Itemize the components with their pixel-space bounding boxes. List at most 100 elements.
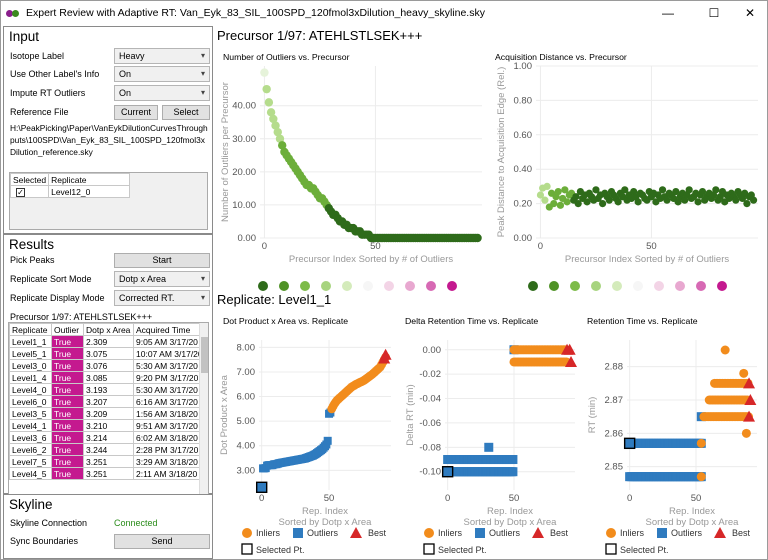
pick-peaks-label: Pick Peaks xyxy=(10,255,55,265)
data-point xyxy=(694,198,702,206)
sort-mode-select[interactable]: Dotp x Area ▾ xyxy=(114,271,210,287)
x-axis-label: Sorted by Dotp x Area xyxy=(279,517,373,528)
delta-rt-chart[interactable]: -0.10 -0.08 -0.06 -0.04 -0.02 0.00 0 50 Delta RT… xyxy=(397,326,581,558)
display-mode-select[interactable]: Corrected RT. ▾ xyxy=(114,290,210,306)
inlier-point xyxy=(741,428,751,438)
left-panel: Input Isotope Label Heavy ▾ Use Other Lab… xyxy=(3,26,213,559)
color-scale-swatch xyxy=(570,281,580,291)
table-row[interactable]: Level6_0 True 3.207 6:16 AM 3/17/20 xyxy=(9,395,202,408)
best-point xyxy=(744,394,757,405)
chevron-down-icon: ▾ xyxy=(200,51,205,60)
column-header-outlier[interactable]: Outlier xyxy=(51,323,84,336)
table-row[interactable]: Level3_0 True 3.076 5:30 AM 3/17/20 xyxy=(9,359,202,372)
x-tick-label: 0 xyxy=(259,493,264,504)
replicate-cell: Level3_0 xyxy=(9,359,52,372)
table-row[interactable]: Level4_5 True 3.251 2:11 AM 3/18/20 xyxy=(9,467,202,480)
inlier-point xyxy=(696,438,706,448)
best-point xyxy=(565,355,578,367)
selected-checkbox[interactable]: ✓ xyxy=(9,185,50,198)
y-tick-label: 8.00 xyxy=(237,342,256,353)
y-tick-label: -0.04 xyxy=(419,394,441,405)
replicate-cell: Level6_0 xyxy=(9,395,52,408)
skyline-connection-status: Connected xyxy=(114,518,158,528)
minimize-button[interactable]: — xyxy=(662,6,674,20)
y-axis-label: Number of Outliers per Precursor xyxy=(220,82,231,222)
dotp-cell: 3.244 xyxy=(83,443,134,456)
dotp-cell: 3.251 xyxy=(83,455,134,468)
data-point xyxy=(561,186,569,194)
y-tick-label: 5.00 xyxy=(237,416,256,427)
table-row[interactable]: Level4_0 True 3.193 5:30 AM 3/17/20 xyxy=(9,383,202,396)
table-row[interactable]: Level3_6 True 3.214 6:02 AM 3/18/20 xyxy=(9,431,202,444)
replicate-cell: Level7_5 xyxy=(9,455,52,468)
window-title: Expert Review with Adaptive RT: Van_Eyk_… xyxy=(26,7,485,19)
color-scale-swatch xyxy=(654,281,664,291)
other-label-select[interactable]: On ▾ xyxy=(114,66,210,82)
rt-chart[interactable]: 2.85 2.86 2.87 2.88 0 50 RT (min) Rep. IndexSor… xyxy=(579,326,765,558)
chevron-down-icon: ▾ xyxy=(200,293,205,302)
color-scale-swatch xyxy=(633,281,643,291)
inliers-legend-marker xyxy=(242,528,252,538)
color-scale-swatch xyxy=(321,281,331,291)
legend-label: Outliers xyxy=(307,528,339,538)
outlier-cell: True xyxy=(51,467,84,480)
data-point xyxy=(543,182,551,190)
x-axis-label: Rep. Index xyxy=(487,506,533,517)
results-scrollbar[interactable] xyxy=(199,323,208,494)
y-tick-label: 0.20 xyxy=(514,199,533,210)
replicate-cell: Level1_1 xyxy=(9,335,52,348)
best-point xyxy=(561,343,574,355)
y-tick-label: 1.00 xyxy=(514,62,533,72)
column-header-acquired[interactable]: Acquired Time xyxy=(133,323,202,336)
results-precursor-label: Precursor 1/97: ATEHLSTLSEK+++ xyxy=(10,312,153,322)
outlier-cell: True xyxy=(51,395,84,408)
column-header-dotp[interactable]: Dotp x Area xyxy=(83,323,134,336)
acquisition-distance-chart[interactable]: 0.00 0.20 0.40 0.60 0.80 1.00 0 50 Peak Distance… xyxy=(491,62,763,294)
table-row[interactable]: Level7_5 True 3.251 3:29 AM 3/18/20 xyxy=(9,455,202,468)
isotope-select[interactable]: Heavy ▾ xyxy=(114,48,210,64)
acquired-cell: 1:56 AM 3/18/20 xyxy=(133,407,202,420)
y-tick-label: 2.87 xyxy=(605,395,624,406)
column-header-replicate[interactable]: Replicate xyxy=(9,323,52,336)
x-tick-label: 50 xyxy=(370,241,381,252)
replicate-header: Replicate: Level1_1 xyxy=(217,292,332,307)
display-mode-value: Corrected RT. xyxy=(119,293,175,303)
color-scale-swatch xyxy=(300,281,310,291)
select-button[interactable]: Select xyxy=(162,105,210,120)
sync-boundaries-label: Sync Boundaries xyxy=(10,536,79,546)
current-button[interactable]: Current xyxy=(114,105,158,120)
table-row[interactable]: Level5_1 True 3.075 10:07 AM 3/17/20 xyxy=(9,347,202,360)
acquired-cell: 5:30 AM 3/17/20 xyxy=(133,383,202,396)
maximize-button[interactable]: ☐ xyxy=(708,6,720,20)
acquired-cell: 2:11 AM 3/18/20 xyxy=(133,467,202,480)
best-legend-marker xyxy=(350,527,362,538)
legend-label: Inliers xyxy=(438,528,463,538)
color-scale-swatch xyxy=(279,281,289,291)
impute-select[interactable]: On ▾ xyxy=(114,85,210,101)
color-scale-swatch xyxy=(528,281,538,291)
start-button[interactable]: Start xyxy=(114,253,210,268)
data-point xyxy=(260,68,269,77)
acquired-cell: 6:02 AM 3/18/20 xyxy=(133,431,202,444)
y-axis-label: Peak Distance to Acquisition Edge (Rel.) xyxy=(496,67,507,238)
outlier-point xyxy=(508,467,518,477)
best-point xyxy=(743,410,756,422)
table-row[interactable]: Level1_4 True 3.085 9:20 PM 3/17/20 xyxy=(9,371,202,384)
table-row[interactable]: Level1_1 True 2.309 9:05 AM 3/17/20 xyxy=(9,335,202,348)
table-row[interactable]: Level3_5 True 3.209 1:56 AM 3/18/20 xyxy=(9,407,202,420)
outliers-vs-precursor-chart[interactable]: 0.00 10.00 20.00 30.00 40.00 0 50 Number of Out… xyxy=(215,62,487,294)
legend-label: Outliers xyxy=(671,528,703,538)
reference-replicate-table: Selected Replicate ✓ Level12_0 xyxy=(9,172,208,230)
table-row[interactable]: Level4_1 True 3.210 9:51 AM 3/17/20 xyxy=(9,419,202,432)
isotope-label: Isotope Label xyxy=(10,51,65,61)
data-point xyxy=(663,196,671,204)
dotp-cell: 3.207 xyxy=(83,395,134,408)
close-button[interactable]: ✕ xyxy=(744,6,756,20)
dotp-area-chart[interactable]: 3.00 4.00 5.00 6.00 7.00 8.00 0 50 Dot Product x… xyxy=(215,326,399,558)
selected-legend-marker xyxy=(423,543,435,555)
send-button[interactable]: Send xyxy=(114,534,210,549)
scrollbar-thumb[interactable] xyxy=(201,337,208,373)
y-tick-label: 0.60 xyxy=(514,130,533,141)
data-point xyxy=(592,186,600,194)
table-row[interactable]: Level6_2 True 3.244 2:28 PM 3/17/20 xyxy=(9,443,202,456)
